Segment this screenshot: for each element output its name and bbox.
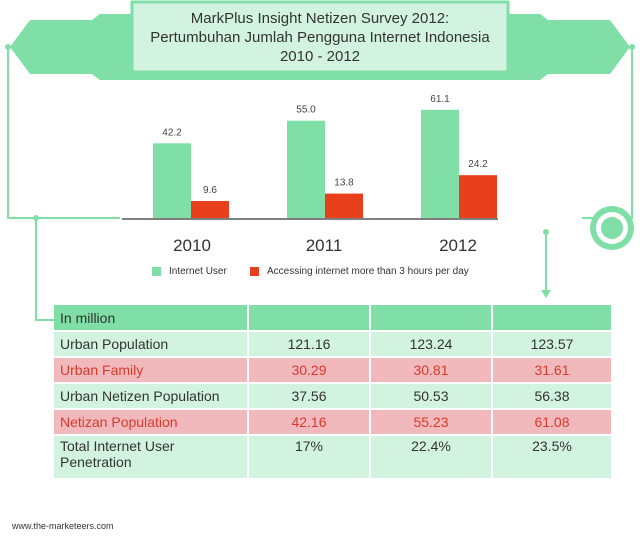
banner-left-tab	[10, 20, 100, 74]
legend-internet-user: Internet User	[152, 266, 227, 277]
cell-value: 56.38	[492, 383, 613, 410]
title-box	[130, 0, 510, 74]
row-label: Netizan Population	[54, 409, 249, 436]
table-row: Netizan Population 42.16 55.23 61.08	[54, 409, 613, 436]
data-label-internet-user-2012: 61.1	[430, 94, 450, 105]
data-label-accessing-2010: 9.6	[203, 185, 217, 196]
connector-lines	[7, 47, 633, 321]
cell-value: 55.23	[370, 409, 493, 436]
legend-label-internet-user: Internet User	[169, 266, 227, 277]
title-line-1: MarkPlus Insight Netizen Survey 2012:	[190, 10, 450, 27]
cell-value: 22.4%	[370, 435, 493, 480]
connector-dot	[543, 229, 549, 235]
title-line-3: 2010 - 2012	[279, 48, 361, 65]
banner-right-tab	[540, 20, 630, 74]
bar-internet-user-2012	[421, 109, 459, 218]
table-row: Urban Netizen Population 37.56 50.53 56.…	[54, 383, 613, 410]
cell-value: 42.16	[248, 409, 371, 436]
connector-dot	[33, 215, 39, 221]
cell-value: 50.53	[370, 383, 493, 410]
row-label: Total Internet User Penetration	[54, 435, 249, 480]
banner-shape	[10, 0, 630, 80]
data-label-internet-user-2011: 55.0	[296, 105, 316, 116]
cell-value: 123.24	[370, 331, 493, 358]
legend-swatch-red	[250, 267, 259, 276]
bar-accessing-2010	[191, 201, 229, 218]
table-header-label: In million	[54, 305, 249, 332]
connector-right	[582, 47, 633, 219]
cell-value: 30.81	[370, 357, 493, 384]
cell-value: 61.08	[492, 409, 613, 436]
population-table: In million Urban Population 121.16 123.2…	[54, 305, 613, 480]
table-row: Total Internet User Penetration 17% 22.4…	[54, 435, 613, 480]
bar-internet-user-2010	[153, 143, 191, 218]
title-banner: MarkPlus Insight Netizen Survey 2012: Pe…	[0, 0, 640, 80]
arrow-down-icon	[541, 290, 551, 298]
data-label-internet-user-2010: 42.2	[162, 127, 182, 138]
cell-value: 123.57	[492, 331, 613, 358]
table-header-row: In million	[54, 305, 613, 332]
cell-value: 121.16	[248, 331, 371, 358]
cell-value: 23.5%	[492, 435, 613, 480]
target-icon	[590, 206, 634, 250]
connector-left-down	[35, 218, 54, 321]
connector-dot	[629, 44, 635, 50]
cell-value: 17%	[248, 435, 371, 480]
table-row: Urban Population 121.16 123.24 123.57	[54, 331, 613, 358]
connector-dot	[5, 44, 11, 50]
legend-accessing: Accessing internet more than 3 hours per…	[250, 266, 469, 277]
connector-left	[7, 47, 120, 219]
title-line-2: Pertumbuhan Jumlah Pengguna Internet Ind…	[150, 29, 490, 46]
bar-internet-user-2011	[287, 120, 325, 218]
row-label: Urban Population	[54, 331, 249, 358]
tick-label-2011: 2011	[305, 236, 343, 255]
bars-group: 42.2 9.6 55.0 13.8 61.1 24.2	[153, 94, 497, 218]
cell-value: 31.61	[492, 357, 613, 384]
data-label-accessing-2011: 13.8	[334, 178, 354, 189]
cell-value: 30.29	[248, 357, 371, 384]
footer-url: www.the-marketeers.com	[12, 521, 114, 531]
row-label: Urban Family	[54, 357, 249, 384]
tick-label-2010: 2010	[173, 236, 211, 255]
legend-label-accessing: Accessing internet more than 3 hours per…	[267, 266, 469, 277]
row-label: Urban Netizen Population	[54, 383, 249, 410]
tick-label-2012: 2012	[439, 236, 477, 255]
bar-accessing-2011	[325, 193, 363, 218]
cell-value: 37.56	[248, 383, 371, 410]
data-label-accessing-2012: 24.2	[468, 159, 488, 170]
legend-swatch-green	[152, 267, 161, 276]
table-row: Urban Family 30.29 30.81 31.61	[54, 357, 613, 384]
bar-accessing-2012	[459, 175, 497, 218]
